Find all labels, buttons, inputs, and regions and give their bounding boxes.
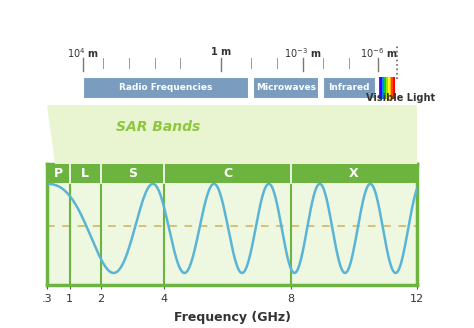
FancyBboxPatch shape bbox=[101, 164, 164, 183]
Text: Microwaves: Microwaves bbox=[256, 83, 316, 92]
X-axis label: Frequency (GHz): Frequency (GHz) bbox=[174, 311, 291, 324]
FancyBboxPatch shape bbox=[393, 77, 395, 99]
Text: P: P bbox=[54, 167, 63, 180]
Text: L: L bbox=[82, 167, 89, 180]
FancyBboxPatch shape bbox=[381, 77, 383, 99]
FancyBboxPatch shape bbox=[47, 164, 70, 183]
FancyBboxPatch shape bbox=[379, 77, 381, 99]
Text: SAR Bands: SAR Bands bbox=[116, 120, 201, 134]
FancyBboxPatch shape bbox=[70, 164, 101, 183]
FancyBboxPatch shape bbox=[383, 77, 384, 99]
FancyBboxPatch shape bbox=[386, 77, 388, 99]
Text: $10^4$ m: $10^4$ m bbox=[67, 47, 99, 60]
FancyBboxPatch shape bbox=[291, 164, 417, 183]
Polygon shape bbox=[47, 105, 417, 164]
FancyBboxPatch shape bbox=[392, 77, 393, 99]
FancyBboxPatch shape bbox=[253, 77, 319, 99]
FancyBboxPatch shape bbox=[164, 164, 291, 183]
Text: S: S bbox=[128, 167, 137, 180]
FancyBboxPatch shape bbox=[388, 77, 390, 99]
FancyBboxPatch shape bbox=[384, 77, 386, 99]
Text: X: X bbox=[349, 167, 359, 180]
Text: $10^{-6}$ m: $10^{-6}$ m bbox=[359, 47, 397, 60]
Text: Radio Frequencies: Radio Frequencies bbox=[119, 83, 212, 92]
Text: C: C bbox=[223, 167, 232, 180]
Text: Visible Light: Visible Light bbox=[366, 93, 435, 103]
Text: Infrared: Infrared bbox=[328, 83, 370, 92]
Text: $10^{-3}$ m: $10^{-3}$ m bbox=[284, 47, 321, 60]
Text: 1 m: 1 m bbox=[211, 47, 231, 57]
FancyBboxPatch shape bbox=[323, 77, 376, 99]
FancyBboxPatch shape bbox=[82, 77, 249, 99]
FancyBboxPatch shape bbox=[390, 77, 392, 99]
